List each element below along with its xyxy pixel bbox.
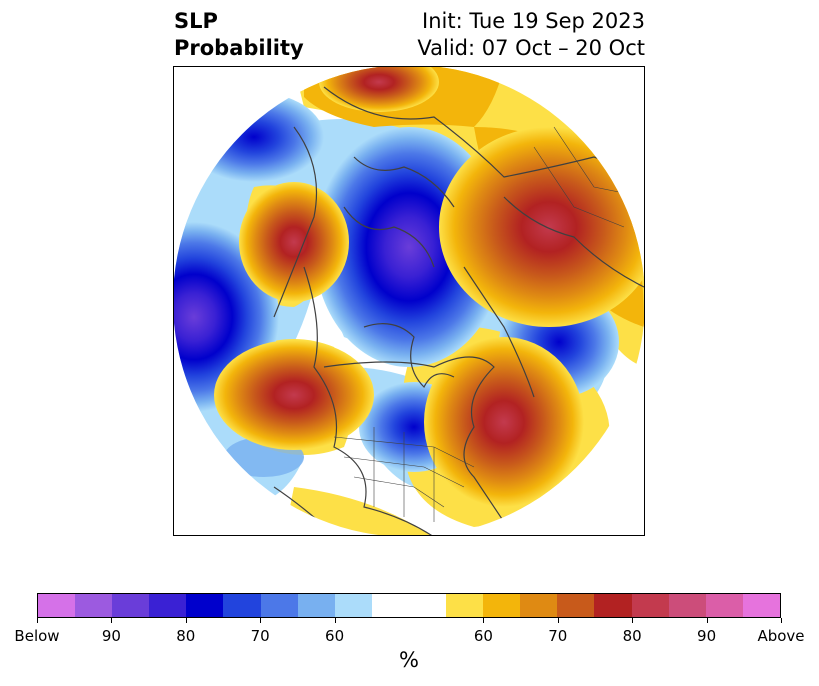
political-borders: [333, 106, 644, 522]
colorbar-tick-label: 80: [622, 627, 642, 645]
map-frame: [173, 66, 645, 536]
colorbar-segment: [112, 594, 150, 617]
colorbar-segment: [223, 594, 261, 617]
colorbar-tick-label: Below: [14, 627, 60, 645]
alaska-high-area: [239, 182, 349, 302]
arctic-high-area: [319, 67, 439, 112]
colorbar-segment: [557, 594, 595, 617]
colorbar-tick-label: 90: [697, 627, 717, 645]
map-title: SLP Probability: [174, 8, 304, 62]
colorbar-segment: [446, 594, 484, 617]
colorbar-segment: [408, 594, 447, 617]
colorbar-segment: [483, 594, 521, 617]
colorbar-tick-label: 60: [473, 627, 493, 645]
polar-map: [174, 67, 644, 535]
colorbar-unit-label: %: [399, 648, 419, 672]
east-canada-high-area: [424, 337, 584, 507]
colorbar-segment: [186, 594, 224, 617]
colorbar-segment: [260, 594, 298, 617]
colorbar-tick-mark: [632, 618, 634, 623]
valid-period: Valid: 07 Oct – 20 Oct: [417, 36, 645, 60]
colorbar-tick-mark: [557, 618, 559, 623]
colorbar-tick-label: 90: [101, 627, 121, 645]
colorbar-segment: [371, 594, 409, 617]
colorbar-segment: [705, 594, 743, 617]
title-subject: Probability: [174, 36, 304, 60]
colorbar-tick-label: 70: [250, 627, 270, 645]
colorbar-tick-mark: [260, 618, 262, 623]
init-date: Init: Tue 19 Sep 2023: [422, 9, 645, 33]
colorbar-tick-label: 60: [325, 627, 345, 645]
bering-low-area: [184, 92, 324, 182]
colorbar-segment: [38, 594, 76, 617]
map-dates: Init: Tue 19 Sep 2023 Valid: 07 Oct – 20…: [417, 8, 645, 62]
gulf-of-alaska-high-area: [214, 340, 374, 450]
colorbar-tick-label: 70: [548, 627, 568, 645]
title-variable: SLP: [174, 9, 218, 33]
colorbar-tick-mark: [37, 618, 38, 623]
colorbar-tick-mark: [111, 618, 113, 623]
anomaly-field: [174, 67, 644, 535]
colorbar-tick-mark: [781, 618, 782, 623]
siberia-high-area: [439, 127, 644, 327]
colorbar-tick-label: 80: [176, 627, 196, 645]
colorbar-tick-mark: [185, 618, 187, 623]
colorbar-segment: [594, 594, 632, 617]
colorbar: [37, 593, 781, 618]
colorbar-segment: [149, 594, 187, 617]
colorbar-tick-label: Above: [757, 627, 805, 645]
colorbar-segment: [75, 594, 113, 617]
colorbar-tick-mark: [483, 618, 485, 623]
colorbar-segment: [520, 594, 558, 617]
colorbar-segment: [668, 594, 706, 617]
colorbar-segment: [631, 594, 669, 617]
colorbar-segment: [742, 594, 780, 617]
colorbar-segment: [334, 594, 372, 617]
colorbar-tick-mark: [334, 618, 336, 623]
colorbar-segment: [297, 594, 335, 617]
colorbar-tick-mark: [706, 618, 708, 623]
